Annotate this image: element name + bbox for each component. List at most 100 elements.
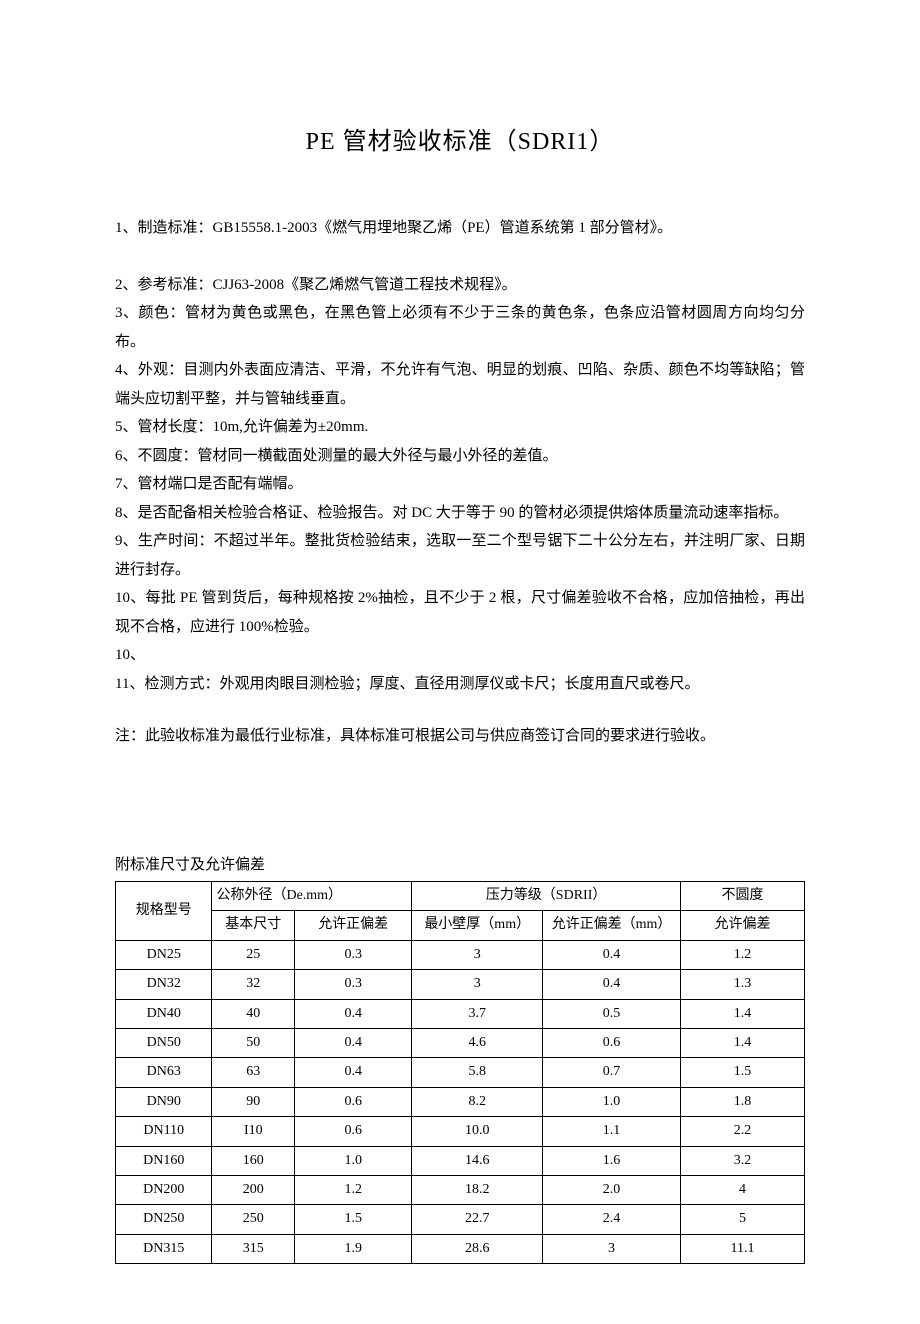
table-cell: 10.0 (412, 1117, 543, 1146)
table-cell: 2.2 (680, 1117, 804, 1146)
paragraph-1: 1、制造标准：GB15558.1-2003《燃气用埋地聚乙烯（PE）管道系统第 … (115, 214, 805, 243)
table-cell: DN40 (116, 999, 212, 1028)
document-title: PE 管材验收标准（SDRI1） (115, 120, 805, 166)
paragraph-10b: 10、 (115, 641, 805, 670)
table-cell: 40 (212, 999, 295, 1028)
table-cell: 1.4 (680, 999, 804, 1028)
table-cell: 90 (212, 1087, 295, 1116)
table-cell: 25 (212, 940, 295, 969)
table-cell: DN200 (116, 1176, 212, 1205)
table-cell: 0.3 (295, 970, 412, 999)
table-cell: 3.2 (680, 1146, 804, 1175)
table-cell: 0.7 (543, 1058, 681, 1087)
paragraph-3: 3、颜色：管材为黄色或黑色，在黑色管上必须有不少于三条的黄色条，色条应沿管材圆周… (115, 299, 805, 356)
table-cell: 28.6 (412, 1234, 543, 1263)
header-group-nominal-diameter: 公称外径（De.mm） (212, 882, 412, 911)
table-cell: 200 (212, 1176, 295, 1205)
note-text: 注：此验收标准为最低行业标准，具体标准可根据公司与供应商签订合同的要求进行验收。 (115, 722, 805, 751)
table-cell: I10 (212, 1117, 295, 1146)
table-cell: 4.6 (412, 1029, 543, 1058)
table-cell: DN63 (116, 1058, 212, 1087)
table-cell: 1.1 (543, 1117, 681, 1146)
header-spec-model: 规格型号 (116, 882, 212, 941)
table-cell: 8.2 (412, 1087, 543, 1116)
header-basic-size: 基本尺寸 (212, 911, 295, 940)
table-cell: 11.1 (680, 1234, 804, 1263)
table-cell: 5.8 (412, 1058, 543, 1087)
table-cell: DN315 (116, 1234, 212, 1263)
header-allow-pos-dev-2: 允许正偏差（mm） (543, 911, 681, 940)
table-cell: 1.0 (295, 1146, 412, 1175)
header-group-ovality: 不圆度 (680, 882, 804, 911)
table-row: DN3153151.928.6311.1 (116, 1234, 805, 1263)
table-cell: 1.2 (295, 1176, 412, 1205)
table-cell: DN90 (116, 1087, 212, 1116)
table-caption: 附标准尺寸及允许偏差 (115, 851, 805, 880)
table-cell: 0.4 (295, 1058, 412, 1087)
table-cell: 3 (543, 1234, 681, 1263)
paragraph-10: 10、每批 PE 管到货后，每种规格按 2%抽检，且不少于 2 根，尺寸偏差验收… (115, 584, 805, 641)
header-allow-dev: 允许偏差 (680, 911, 804, 940)
table-row: DN25250.330.41.2 (116, 940, 805, 969)
table-cell: 0.6 (543, 1029, 681, 1058)
table-cell: 250 (212, 1205, 295, 1234)
table-row: DN2502501.522.72.45 (116, 1205, 805, 1234)
table-row: DN40400.43.70.51.4 (116, 999, 805, 1028)
table-cell: 1.6 (543, 1146, 681, 1175)
table-cell: DN110 (116, 1117, 212, 1146)
table-header-row-1: 规格型号 公称外径（De.mm） 压力等级（SDRII） 不圆度 (116, 882, 805, 911)
table-cell: 3 (412, 940, 543, 969)
paragraph-6: 6、不圆度：管材同一横截面处测量的最大外径与最小外径的差值。 (115, 442, 805, 471)
table-cell: 0.6 (295, 1087, 412, 1116)
table-body: DN25250.330.41.2DN32320.330.41.3DN40400.… (116, 940, 805, 1263)
table-cell: 1.2 (680, 940, 804, 969)
header-allow-pos-dev-1: 允许正偏差 (295, 911, 412, 940)
paragraph-7: 7、管材端口是否配有端帽。 (115, 470, 805, 499)
table-cell: DN250 (116, 1205, 212, 1234)
table-cell: 5 (680, 1205, 804, 1234)
table-cell: DN32 (116, 970, 212, 999)
table-cell: 50 (212, 1029, 295, 1058)
table-cell: 160 (212, 1146, 295, 1175)
table-cell: 315 (212, 1234, 295, 1263)
table-cell: 0.4 (295, 999, 412, 1028)
table-cell: 63 (212, 1058, 295, 1087)
table-cell: 0.4 (295, 1029, 412, 1058)
table-cell: 0.6 (295, 1117, 412, 1146)
paragraph-5: 5、管材长度：10m,允许偏差为±20mm. (115, 413, 805, 442)
paragraph-8: 8、是否配备相关检验合格证、检验报告。对 DC 大于等于 90 的管材必须提供熔… (115, 499, 805, 528)
paragraph-11: 11、检测方式：外观用肉眼目测检验；厚度、直径用测厚仪或卡尺；长度用直尺或卷尺。 (115, 670, 805, 699)
table-row: DN90900.68.21.01.8 (116, 1087, 805, 1116)
table-cell: 1.0 (543, 1087, 681, 1116)
table-cell: 1.4 (680, 1029, 804, 1058)
table-cell: 1.3 (680, 970, 804, 999)
table-cell: 1.8 (680, 1087, 804, 1116)
table-cell: 3 (412, 970, 543, 999)
table-cell: 1.5 (680, 1058, 804, 1087)
spec-table: 规格型号 公称外径（De.mm） 压力等级（SDRII） 不圆度 基本尺寸 允许… (115, 881, 805, 1264)
table-row: DN110I100.610.01.12.2 (116, 1117, 805, 1146)
table-cell: 0.3 (295, 940, 412, 969)
table-row: DN32320.330.41.3 (116, 970, 805, 999)
table-cell: 2.0 (543, 1176, 681, 1205)
table-cell: 22.7 (412, 1205, 543, 1234)
table-row: DN1601601.014.61.63.2 (116, 1146, 805, 1175)
table-cell: 2.4 (543, 1205, 681, 1234)
header-min-wall-thickness: 最小壁厚（mm） (412, 911, 543, 940)
table-cell: 14.6 (412, 1146, 543, 1175)
table-cell: DN50 (116, 1029, 212, 1058)
table-row: DN63630.45.80.71.5 (116, 1058, 805, 1087)
table-cell: 0.4 (543, 940, 681, 969)
paragraph-2: 2、参考标准：CJJ63-2008《聚乙烯燃气管道工程技术规程》。 (115, 271, 805, 300)
table-row: DN2002001.218.22.04 (116, 1176, 805, 1205)
table-cell: 32 (212, 970, 295, 999)
table-header-row-2: 基本尺寸 允许正偏差 最小壁厚（mm） 允许正偏差（mm） 允许偏差 (116, 911, 805, 940)
table-cell: 0.5 (543, 999, 681, 1028)
table-cell: 18.2 (412, 1176, 543, 1205)
table-cell: 3.7 (412, 999, 543, 1028)
table-cell: DN160 (116, 1146, 212, 1175)
table-cell: 1.9 (295, 1234, 412, 1263)
table-row: DN50500.44.60.61.4 (116, 1029, 805, 1058)
table-cell: 0.4 (543, 970, 681, 999)
paragraph-9: 9、生产时间：不超过半年。整批货检验结束，选取一至二个型号锯下二十公分左右，并注… (115, 527, 805, 584)
